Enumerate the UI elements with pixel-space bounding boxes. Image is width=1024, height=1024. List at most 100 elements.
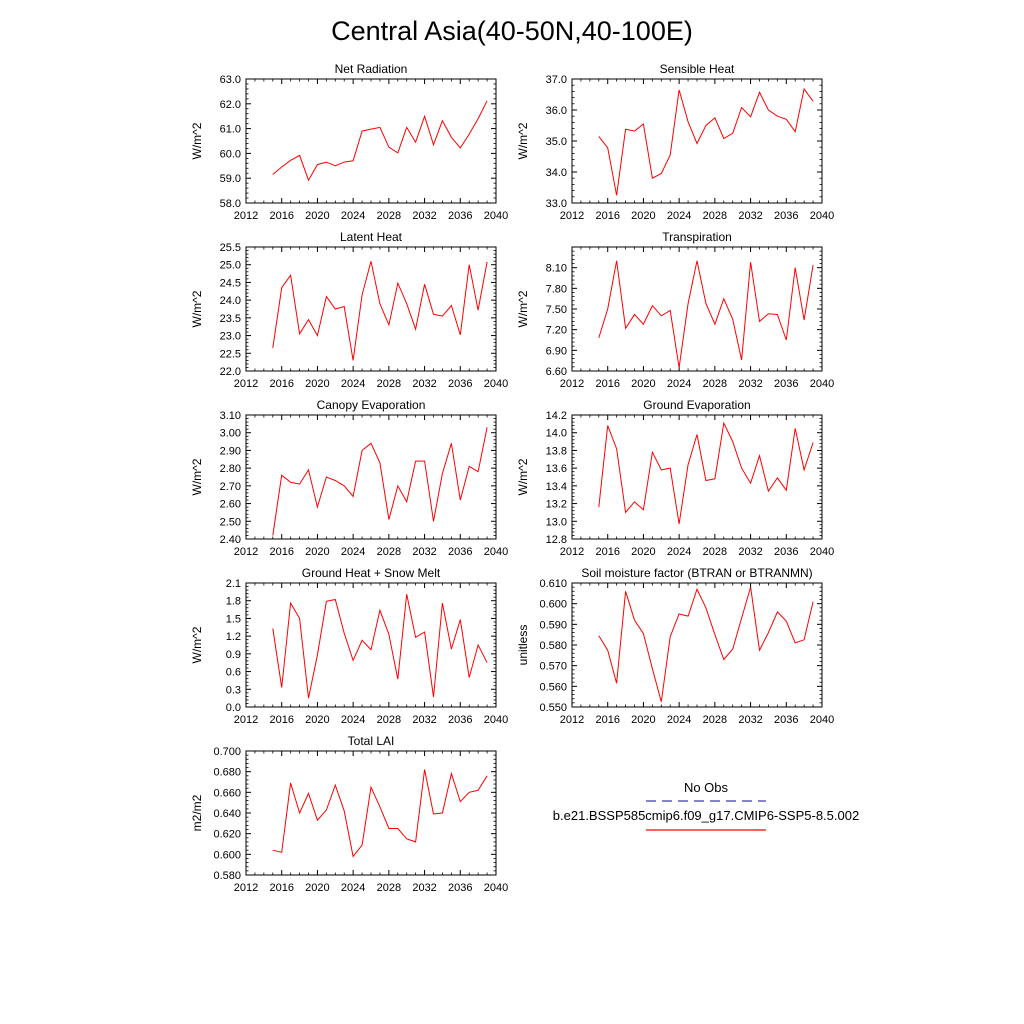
x-tick-label: 2024: [341, 546, 365, 558]
x-tick-label: 2012: [234, 714, 258, 726]
x-tick-label: 2028: [703, 210, 727, 222]
y-tick-label: 2.80: [220, 463, 241, 475]
y-tick-label: 2.50: [220, 516, 241, 528]
x-tick-label: 2024: [341, 882, 365, 894]
y-tick-label: 2.40: [220, 534, 241, 546]
y-tick-label: 1.8: [226, 596, 241, 608]
y-tick-label: 0.680: [213, 767, 241, 779]
y-tick-label: 7.20: [546, 325, 567, 337]
x-tick-label: 2020: [631, 378, 655, 390]
x-tick-label: 2024: [341, 714, 365, 726]
y-tick-label: 0.640: [213, 808, 241, 820]
x-tick-label: 2012: [234, 210, 258, 222]
x-tick-label: 2020: [305, 546, 329, 558]
x-tick-label: 2040: [810, 210, 834, 222]
y-tick-label: 0.580: [213, 870, 241, 882]
x-tick-label: 2032: [738, 210, 762, 222]
x-tick-label: 2020: [305, 210, 329, 222]
panel-title: Sensible Heat: [660, 62, 735, 76]
x-tick-label: 2036: [448, 378, 472, 390]
y-tick-label: 6.60: [546, 366, 567, 378]
x-tick-label: 2040: [484, 714, 508, 726]
y-tick-label: 33.0: [546, 198, 567, 210]
y-tick-label: 0.560: [539, 681, 567, 693]
y-tick-label: 22.5: [220, 348, 241, 360]
y-tick-label: 2.1: [226, 578, 241, 590]
y-tick-label: 0.9: [226, 649, 241, 661]
x-tick-label: 2028: [377, 546, 401, 558]
panel-5: Canopy Evaporation W/m^2 2012 2016 2020 2024 2…: [190, 398, 508, 558]
x-tick-label: 2012: [234, 546, 258, 558]
y-tick-label: 0.6: [226, 667, 241, 679]
y-tick-label: 0.600: [213, 849, 241, 861]
x-tick-label: 2028: [377, 378, 401, 390]
y-tick-label: 14.2: [546, 410, 567, 422]
panel-title: Net Radiation: [335, 62, 408, 76]
legend-model-label: b.e21.BSSP585cmip6.f09_g17.CMIP6-SSP5-8.…: [553, 808, 859, 823]
y-tick-label: 0.590: [539, 619, 567, 631]
y-tick-label: 0.3: [226, 684, 241, 696]
x-tick-label: 2032: [412, 210, 436, 222]
x-tick-label: 2028: [377, 714, 401, 726]
panel-2: Sensible Heat W/m^2 2012 2016 2020 2024 2028 20…: [516, 62, 834, 222]
plot-frame: [571, 246, 823, 372]
x-tick-label: 2040: [484, 378, 508, 390]
x-tick-label: 2016: [595, 546, 619, 558]
x-tick-label: 2032: [412, 378, 436, 390]
plot-frame: [245, 246, 497, 372]
y-tick-label: 3.00: [220, 428, 241, 440]
series-line: [272, 100, 488, 182]
panel-title: Ground Evaporation: [643, 398, 750, 412]
x-tick-label: 2020: [631, 210, 655, 222]
y-tick-label: 36.0: [546, 105, 567, 117]
y-axis-label: m2/m2: [190, 794, 204, 831]
y-tick-label: 13.8: [546, 445, 567, 457]
x-tick-label: 2040: [810, 714, 834, 726]
y-tick-label: 13.6: [546, 463, 567, 475]
x-tick-label: 2024: [667, 378, 691, 390]
y-axis-label: W/m^2: [516, 290, 530, 327]
x-tick-label: 2036: [448, 546, 472, 558]
y-tick-label: 23.0: [220, 331, 241, 343]
x-tick-label: 2032: [738, 714, 762, 726]
panel-9: Total LAI m2/m2 2012 2016 2020 2024 2028 2032 20…: [190, 734, 508, 894]
y-tick-label: 0.580: [539, 640, 567, 652]
figure-title: Central Asia(40-50N,40-100E): [331, 16, 693, 46]
y-tick-label: 2.70: [220, 481, 241, 493]
x-tick-label: 2036: [774, 210, 798, 222]
x-tick-label: 2032: [738, 378, 762, 390]
y-tick-label: 35.0: [546, 136, 567, 148]
y-tick-label: 13.2: [546, 499, 567, 511]
x-tick-label: 2036: [774, 378, 798, 390]
series-line: [598, 260, 814, 368]
x-tick-label: 2032: [412, 546, 436, 558]
y-tick-label: 0.610: [539, 578, 567, 590]
y-axis-label: W/m^2: [190, 626, 204, 663]
x-tick-label: 2040: [484, 546, 508, 558]
plot-frame: [571, 582, 823, 708]
y-tick-label: 37.0: [546, 74, 567, 86]
panel-8: Soil moisture factor (BTRAN or BTRANMN) u…: [516, 566, 834, 726]
y-tick-label: 0.620: [213, 829, 241, 841]
series-line: [598, 87, 814, 196]
x-tick-label: 2036: [774, 546, 798, 558]
y-tick-label: 23.5: [220, 313, 241, 325]
x-tick-label: 2020: [631, 546, 655, 558]
y-tick-label: 0.0: [226, 702, 241, 714]
x-tick-label: 2028: [703, 378, 727, 390]
panel-3: Latent Heat W/m^2 2012 2016 2020 2024 2028 2032…: [190, 230, 508, 390]
x-tick-label: 2040: [810, 378, 834, 390]
x-tick-label: 2016: [595, 714, 619, 726]
y-tick-label: 0.550: [539, 702, 567, 714]
panel-title: Ground Heat + Snow Melt: [302, 566, 441, 580]
plot-frame: [245, 78, 497, 204]
y-tick-label: 2.60: [220, 499, 241, 511]
x-tick-label: 2024: [667, 546, 691, 558]
y-tick-label: 60.0: [220, 148, 241, 160]
x-tick-label: 2016: [269, 882, 293, 894]
panel-title: Total LAI: [348, 734, 395, 748]
x-tick-label: 2040: [484, 882, 508, 894]
y-tick-label: 14.0: [546, 428, 567, 440]
y-axis-label: unitless: [516, 625, 530, 666]
x-tick-label: 2040: [484, 210, 508, 222]
